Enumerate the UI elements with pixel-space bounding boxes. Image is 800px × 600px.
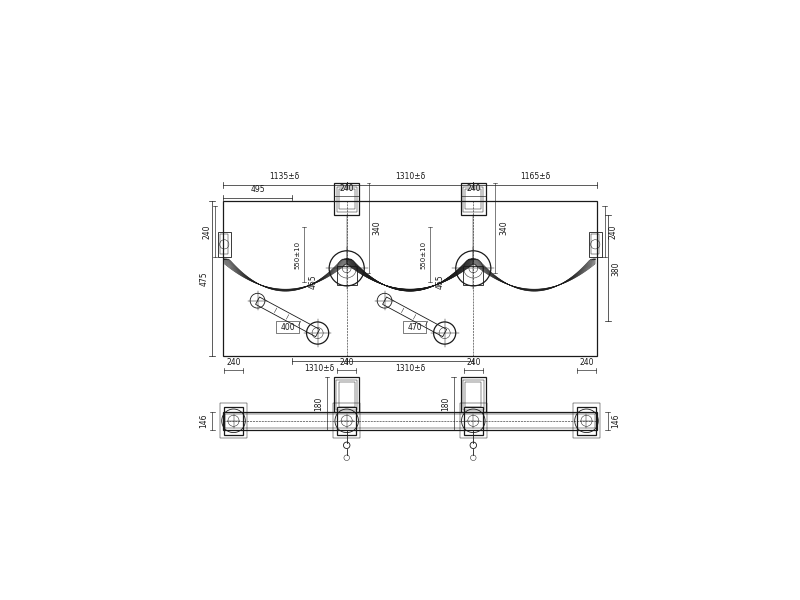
Text: 240: 240 bbox=[466, 184, 481, 193]
Bar bbox=[463, 187, 483, 212]
Bar bbox=[223, 202, 597, 356]
Bar bbox=[337, 266, 357, 284]
Bar bbox=[220, 235, 229, 254]
Text: 240: 240 bbox=[466, 358, 481, 367]
Bar bbox=[466, 382, 482, 407]
Bar bbox=[334, 183, 359, 215]
Bar bbox=[577, 407, 596, 434]
Bar bbox=[460, 403, 486, 439]
Text: 400: 400 bbox=[280, 323, 295, 332]
Bar bbox=[466, 189, 482, 209]
Text: 180: 180 bbox=[314, 396, 323, 410]
Text: 465: 465 bbox=[435, 275, 444, 289]
Text: 550±10: 550±10 bbox=[421, 241, 426, 269]
Text: 240: 240 bbox=[608, 224, 617, 239]
Bar bbox=[573, 403, 600, 439]
Text: 495: 495 bbox=[250, 185, 265, 194]
Bar bbox=[336, 380, 357, 410]
Bar bbox=[337, 187, 357, 212]
Text: 240: 240 bbox=[339, 184, 354, 193]
Bar bbox=[218, 232, 230, 257]
Text: 1310±δ: 1310±δ bbox=[395, 364, 425, 373]
Bar bbox=[224, 407, 243, 434]
Bar bbox=[461, 183, 486, 215]
Text: 146: 146 bbox=[611, 413, 621, 428]
Text: 240: 240 bbox=[579, 358, 594, 367]
Text: 1135±δ: 1135±δ bbox=[270, 172, 300, 181]
Bar bbox=[223, 412, 597, 430]
Bar bbox=[338, 189, 354, 209]
Bar bbox=[334, 377, 359, 412]
Text: 340: 340 bbox=[372, 221, 382, 235]
Text: 470: 470 bbox=[407, 323, 422, 332]
Text: 1165±δ: 1165±δ bbox=[520, 172, 550, 181]
Bar bbox=[463, 407, 483, 434]
Text: 1310±δ: 1310±δ bbox=[395, 172, 425, 181]
Text: 380: 380 bbox=[611, 261, 621, 275]
Bar bbox=[334, 403, 360, 439]
Text: 240: 240 bbox=[226, 358, 241, 367]
Text: 146: 146 bbox=[199, 413, 209, 428]
Bar bbox=[461, 377, 486, 412]
Bar bbox=[226, 414, 594, 428]
Bar bbox=[276, 322, 299, 332]
Bar bbox=[220, 403, 247, 439]
Bar bbox=[591, 235, 599, 254]
Text: 240: 240 bbox=[202, 224, 211, 239]
Text: 340: 340 bbox=[499, 221, 508, 235]
Bar bbox=[337, 407, 357, 434]
Bar bbox=[463, 380, 484, 410]
Bar bbox=[463, 266, 483, 284]
Bar bbox=[589, 232, 602, 257]
Text: 465: 465 bbox=[309, 275, 318, 289]
Text: 475: 475 bbox=[199, 271, 209, 286]
Bar bbox=[403, 322, 426, 332]
Text: 1310±δ: 1310±δ bbox=[304, 364, 334, 373]
Text: 550±10: 550±10 bbox=[294, 241, 300, 269]
Bar bbox=[338, 382, 354, 407]
Text: 240: 240 bbox=[339, 358, 354, 367]
Text: 180: 180 bbox=[441, 396, 450, 410]
